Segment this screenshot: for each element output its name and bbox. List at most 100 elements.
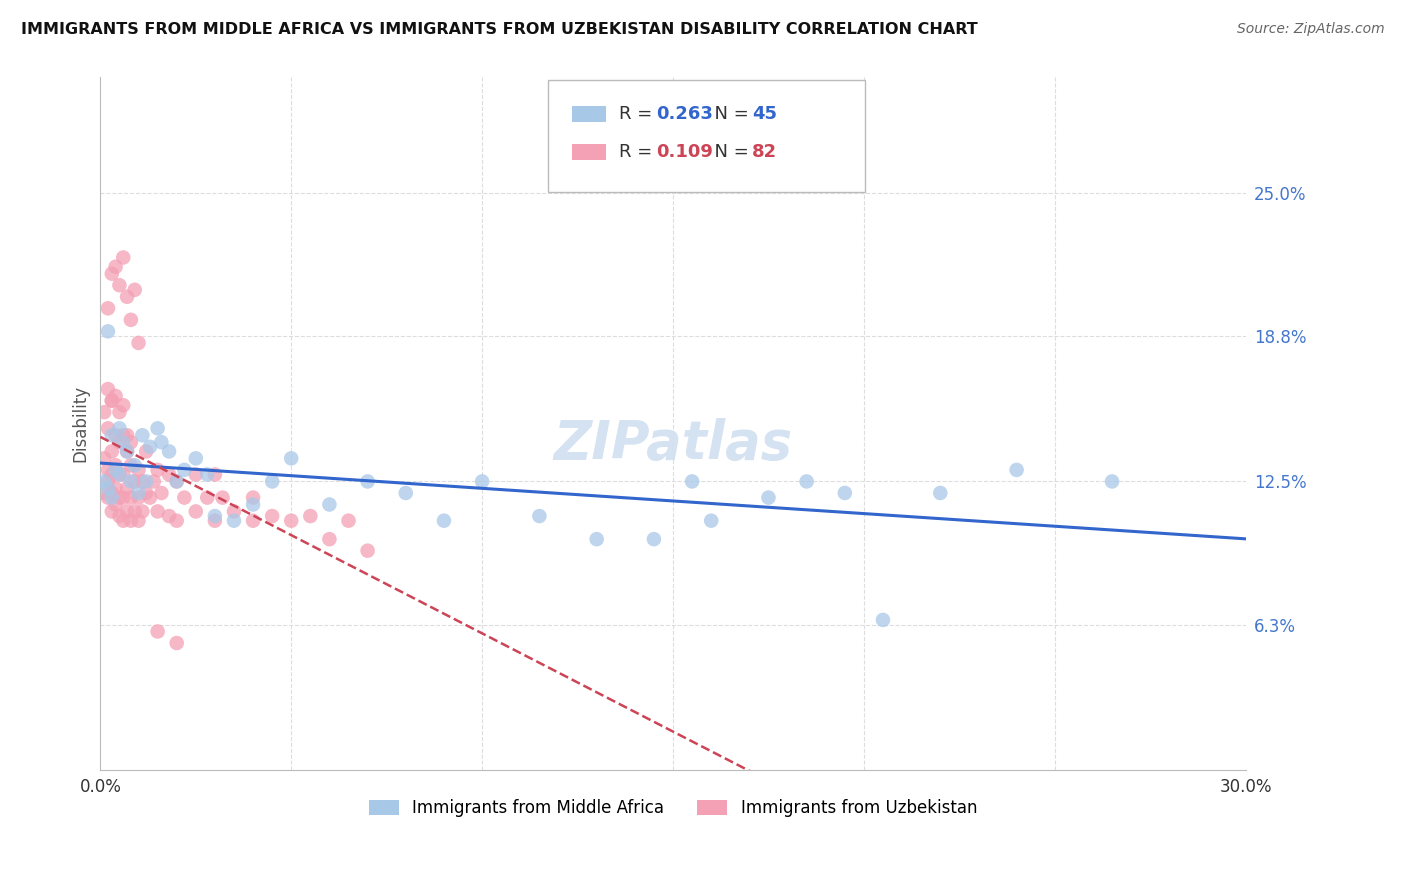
Point <box>195 491 218 505</box>
Point <box>108 467 131 482</box>
Point <box>120 491 142 505</box>
Point <box>135 486 157 500</box>
Point <box>135 475 157 489</box>
Point <box>356 475 378 489</box>
Point <box>299 509 322 524</box>
Point <box>124 475 146 489</box>
Point <box>124 283 146 297</box>
Point <box>97 463 120 477</box>
Point <box>131 475 153 489</box>
Point <box>173 463 195 477</box>
Point <box>262 509 284 524</box>
Text: IMMIGRANTS FROM MIDDLE AFRICA VS IMMIGRANTS FROM UZBEKISTAN DISABILITY CORRELATI: IMMIGRANTS FROM MIDDLE AFRICA VS IMMIGRA… <box>21 22 977 37</box>
Point <box>97 421 120 435</box>
Point <box>101 467 124 482</box>
Point <box>101 491 124 505</box>
Point <box>529 509 551 524</box>
Point <box>124 504 146 518</box>
Point <box>204 509 226 524</box>
Point <box>758 491 780 505</box>
Point <box>1005 463 1028 477</box>
Point <box>97 491 120 505</box>
Point <box>157 444 180 458</box>
Point <box>585 532 607 546</box>
Point <box>128 514 150 528</box>
Point <box>120 435 142 450</box>
Point <box>115 444 138 458</box>
Point <box>157 467 180 482</box>
Point <box>93 405 115 419</box>
Point <box>204 467 226 482</box>
Text: N =: N = <box>703 105 755 123</box>
Text: 0.109: 0.109 <box>657 143 713 161</box>
Text: 82: 82 <box>752 143 778 161</box>
Point <box>929 486 952 500</box>
Point <box>101 393 124 408</box>
Point <box>681 475 703 489</box>
Point <box>97 481 120 495</box>
Point <box>433 514 456 528</box>
Point <box>104 463 127 477</box>
Point <box>204 514 226 528</box>
Point <box>115 481 138 495</box>
Point <box>101 428 124 442</box>
Point <box>128 335 150 350</box>
Point <box>108 435 131 450</box>
Point <box>150 435 173 450</box>
Point <box>128 491 150 505</box>
Point <box>97 475 120 489</box>
Point <box>139 440 162 454</box>
Point <box>146 624 169 639</box>
Point <box>124 458 146 473</box>
Point <box>115 428 138 442</box>
Point <box>93 451 115 466</box>
Point <box>146 463 169 477</box>
Point <box>242 491 264 505</box>
Text: 45: 45 <box>752 105 778 123</box>
Point <box>280 451 302 466</box>
Point <box>872 613 894 627</box>
Point <box>184 504 207 518</box>
Point <box>166 475 188 489</box>
Text: N =: N = <box>703 143 755 161</box>
Point <box>97 301 120 316</box>
Point <box>104 389 127 403</box>
Legend: Immigrants from Middle Africa, Immigrants from Uzbekistan: Immigrants from Middle Africa, Immigrant… <box>363 793 984 824</box>
Point <box>135 444 157 458</box>
Point <box>1101 475 1123 489</box>
Point <box>104 481 127 495</box>
Point <box>108 491 131 505</box>
Point <box>242 498 264 512</box>
Point <box>104 428 127 442</box>
Point <box>120 458 142 473</box>
Point <box>834 486 856 500</box>
Point <box>262 475 284 489</box>
Point <box>120 475 142 489</box>
Text: Source: ZipAtlas.com: Source: ZipAtlas.com <box>1237 22 1385 37</box>
Point <box>104 498 127 512</box>
Point <box>128 486 150 500</box>
Point <box>108 467 131 482</box>
Text: ZIPatlas: ZIPatlas <box>554 418 793 470</box>
Text: 0.263: 0.263 <box>657 105 713 123</box>
Point <box>337 514 360 528</box>
Point <box>157 509 180 524</box>
Point <box>139 491 162 505</box>
Point <box>166 636 188 650</box>
Point <box>120 514 142 528</box>
Point <box>471 475 494 489</box>
Point <box>101 444 124 458</box>
Point <box>112 491 135 505</box>
Point <box>101 486 124 500</box>
Point <box>97 382 120 396</box>
Point <box>131 428 153 442</box>
Point <box>150 486 173 500</box>
Point <box>166 514 188 528</box>
Point <box>115 444 138 458</box>
Y-axis label: Disability: Disability <box>72 385 89 462</box>
Point <box>104 458 127 473</box>
Point <box>128 463 150 477</box>
Point <box>166 475 188 489</box>
Point <box>108 509 131 524</box>
Point <box>112 398 135 412</box>
